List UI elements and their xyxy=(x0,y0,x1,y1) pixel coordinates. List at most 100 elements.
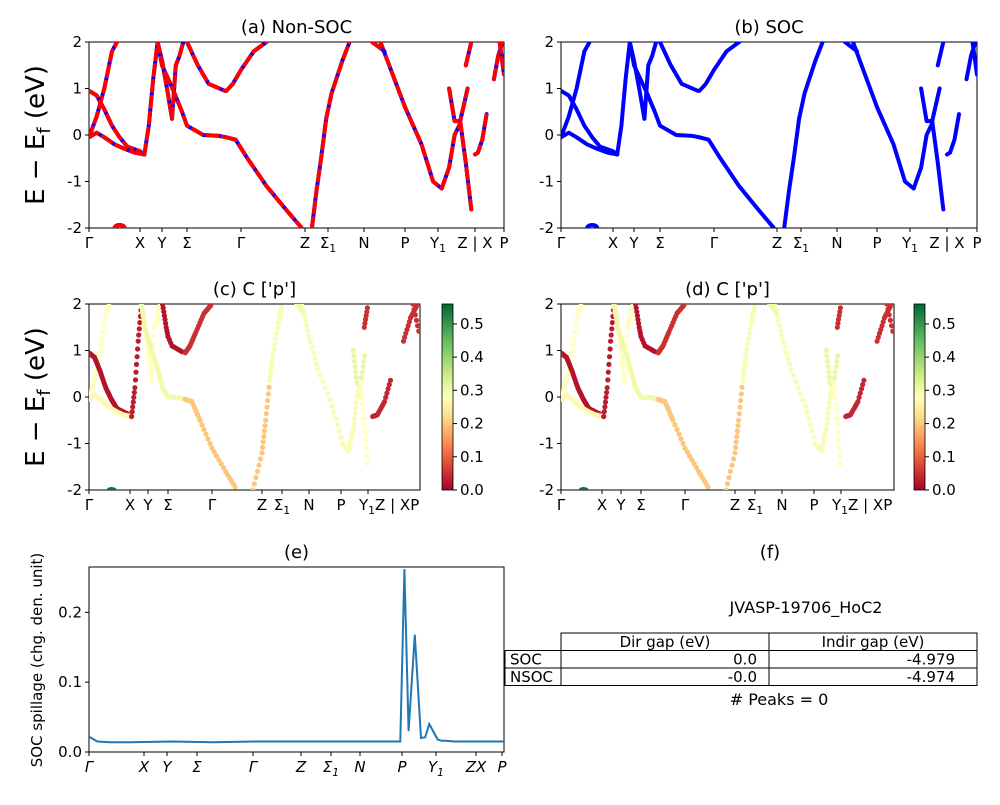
y-tick-label: 1 xyxy=(72,80,82,98)
projected-point xyxy=(411,306,417,312)
band-line-spin-down xyxy=(473,112,489,157)
y-tick-label: -1 xyxy=(539,435,554,453)
projected-point xyxy=(416,328,420,334)
projected-point xyxy=(612,305,618,311)
x-tick-label: X xyxy=(138,758,150,776)
x-tick-label: N xyxy=(354,758,365,776)
projected-point xyxy=(232,484,238,490)
x-tick-label: P xyxy=(872,234,881,252)
panel-d-frame xyxy=(560,303,895,491)
projected-point xyxy=(693,464,700,471)
x-tick-label: Γ xyxy=(85,496,94,514)
projected-point xyxy=(607,346,613,352)
projected-point xyxy=(788,366,794,372)
ylabel-a: E − Ef (eV) xyxy=(21,65,55,205)
panel-f-title: (f) xyxy=(760,542,780,563)
x-tick-label: P xyxy=(972,234,981,252)
colorbar-tick-label: 0.0 xyxy=(460,481,484,499)
projected-point xyxy=(400,338,407,344)
band-line-spin-down xyxy=(142,42,160,157)
projected-point xyxy=(312,355,318,361)
table-row-label: NSOC xyxy=(510,668,553,686)
projected-point xyxy=(674,427,680,433)
band-line-soc xyxy=(697,42,742,93)
colorbar-tick-label: 0.1 xyxy=(932,448,956,466)
band-line-spin-down xyxy=(89,130,147,157)
projected-point xyxy=(358,375,365,381)
projected-point xyxy=(773,309,779,315)
projected-point xyxy=(861,377,867,383)
x-tick-label: Y xyxy=(142,496,153,514)
projected-point xyxy=(835,316,842,323)
projected-point xyxy=(689,457,695,463)
projected-point xyxy=(855,399,861,405)
projected-point xyxy=(358,387,364,393)
projected-point xyxy=(131,389,137,396)
projected-point xyxy=(831,387,837,393)
projected-point xyxy=(254,468,261,474)
projected-point xyxy=(811,434,817,440)
projected-point xyxy=(684,449,690,455)
projected-point xyxy=(97,347,103,354)
projected-point xyxy=(273,330,280,336)
projected-point xyxy=(320,378,326,385)
x-tick-label: Γ xyxy=(249,758,259,776)
projected-point xyxy=(270,352,276,358)
projected-point xyxy=(405,323,411,329)
x-tick-label: Z xyxy=(730,496,740,514)
projected-point xyxy=(634,313,641,319)
projected-point xyxy=(413,317,420,323)
projected-point xyxy=(606,361,612,367)
projected-point xyxy=(732,450,738,456)
projected-point xyxy=(207,440,213,447)
band-line-soc xyxy=(970,42,977,77)
projected-point xyxy=(300,309,306,315)
x-tick-label: Y1Z | XP xyxy=(358,496,419,517)
projected-point xyxy=(601,413,607,420)
panel-d-points xyxy=(561,304,894,490)
projected-point xyxy=(606,354,613,360)
projected-point xyxy=(261,428,267,434)
projected-point xyxy=(609,326,615,332)
table-value-indir: -4.974 xyxy=(907,668,955,686)
projected-point xyxy=(269,361,275,367)
projected-point xyxy=(807,422,814,428)
projected-point xyxy=(670,417,676,423)
colorbar-tick-label: 0.5 xyxy=(932,315,956,333)
projected-point xyxy=(362,316,369,323)
projected-point xyxy=(837,461,844,467)
band-line-spin-down xyxy=(324,42,352,121)
projected-point xyxy=(860,382,866,388)
projected-point xyxy=(729,462,735,468)
projected-point xyxy=(149,378,155,384)
projected-point xyxy=(824,416,831,422)
projected-point xyxy=(313,361,319,367)
projected-point xyxy=(359,401,366,407)
projected-point xyxy=(824,358,831,364)
projected-point xyxy=(786,361,792,367)
x-tick-label: Γ xyxy=(85,758,95,776)
projected-point xyxy=(139,305,145,311)
projected-point xyxy=(137,320,143,326)
table-value-dir: 0.0 xyxy=(733,651,757,669)
projected-point xyxy=(833,364,839,370)
projected-point xyxy=(324,391,330,397)
projected-point xyxy=(742,361,748,367)
projected-point xyxy=(676,431,682,437)
x-tick-label: Σ xyxy=(182,234,191,252)
projected-point xyxy=(135,338,141,344)
projected-point xyxy=(744,347,750,353)
band-line-spin-down xyxy=(224,135,304,228)
projected-point xyxy=(823,427,829,433)
projected-point xyxy=(203,431,209,437)
projected-point xyxy=(140,313,146,319)
x-tick-label: Z | X xyxy=(929,234,964,252)
x-tick-label: X xyxy=(608,234,618,252)
projected-point xyxy=(361,415,367,421)
projected-point xyxy=(726,475,732,481)
x-tick-label: Z | X xyxy=(457,234,492,252)
ylabel-e: SOC spillage (chg. den. unit) xyxy=(28,553,46,768)
projected-point xyxy=(874,338,880,344)
x-tick-label: X xyxy=(125,496,135,514)
